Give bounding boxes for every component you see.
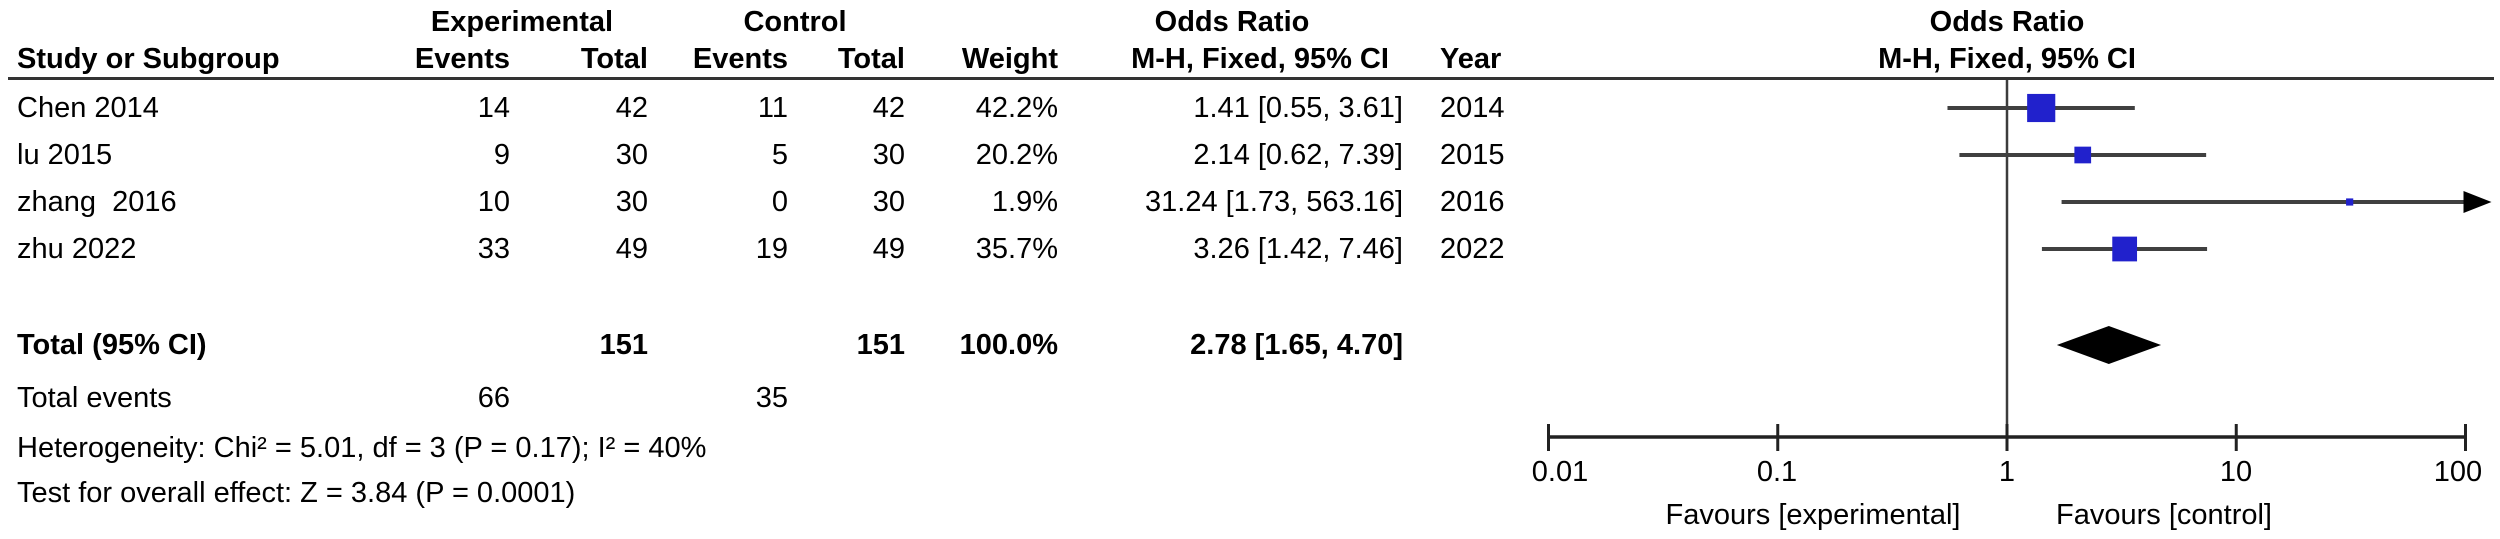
total-exp: 30 [615,139,648,171]
events-exp: 9 [493,139,510,171]
total-exp: 30 [615,186,648,218]
or-ci-value: 2.14 [0.62, 7.39] [1193,139,1403,171]
events-ctrl: 11 [757,92,788,124]
year-value: 2022 [1440,233,1505,265]
weight-value: 35.7% [975,233,1058,265]
or-ci-value: 1.41 [0.55, 3.61] [1193,92,1403,124]
total-weight: 100.0% [959,329,1058,361]
overall-effect-stat: Test for overall effect: Z = 3.84 (P = 0… [17,477,576,509]
total-label: Total (95% CI) [17,329,207,361]
or-ci-value: 3.26 [1.42, 7.46] [1193,233,1403,265]
year-value: 2015 [1440,139,1505,171]
header-odds-ratio-left: Odds Ratio [1154,6,1310,38]
study-label: zhu 2022 [17,233,137,265]
header-year: Year [1440,43,1502,75]
total-exp: 49 [615,233,648,265]
favours-control-label: Favours [control] [2056,499,2272,531]
weight-value: 42.2% [975,92,1058,124]
total-n-ctrl: 151 [856,329,905,361]
study-label: lu 2015 [17,139,113,171]
events-exp: 33 [477,233,510,265]
header-total-exp: Total [580,43,648,75]
total-ctrl: 49 [872,233,905,265]
axis-tick-label: 1 [1998,456,2016,488]
events-ctrl: 19 [755,233,788,265]
header-mh-ci-left: M-H, Fixed, 95% CI [1131,43,1389,75]
or-ci-value: 31.24 [1.73, 563.16] [1145,186,1403,218]
or-point-marker [2112,236,2138,262]
header-group-control: Control [743,6,847,38]
axis-tick-label: 0.01 [1531,456,1589,488]
total-events-ctrl: 35 [755,382,788,414]
total-or-ci: 2.78 [1.65, 4.70] [1190,329,1403,361]
header-study: Study or Subgroup [17,43,280,75]
weight-value: 1.9% [991,186,1058,218]
axis-tick-label: 0.1 [1756,456,1798,488]
study-label: zhang 2016 [17,186,177,218]
total-n-exp: 151 [599,329,648,361]
pooled-diamond [2056,326,2162,364]
axis-tick-label: 100 [2433,456,2483,488]
header-events-exp: Events [414,43,510,75]
header-events-ctrl: Events [692,43,788,75]
header-weight: Weight [961,43,1058,75]
total-events-exp: 66 [477,382,510,414]
or-point-marker [2074,146,2092,164]
events-exp: 14 [477,92,510,124]
year-value: 2014 [1440,92,1505,124]
axis-tick-label: 10 [2219,456,2253,488]
header-underline [8,77,2494,80]
year-value: 2016 [1440,186,1505,218]
events-ctrl: 5 [771,139,788,171]
events-exp: 10 [477,186,510,218]
total-ctrl: 30 [872,139,905,171]
weight-value: 20.2% [975,139,1058,171]
total-events-label: Total events [17,382,172,414]
or-point-marker [2346,198,2354,206]
ci-arrow-right [2463,191,2492,213]
total-ctrl: 42 [872,92,905,124]
header-group-experimental: Experimental [430,6,614,38]
total-ctrl: 30 [872,186,905,218]
events-ctrl: 0 [771,186,788,218]
header-mh-ci-right: M-H, Fixed, 95% CI [1878,43,2136,75]
study-label: Chen 2014 [17,92,159,124]
or-point-marker [2027,93,2056,123]
header-total-ctrl: Total [837,43,905,75]
heterogeneity-stat: Heterogeneity: Chi² = 5.01, df = 3 (P = … [17,432,707,464]
favours-experimental-label: Favours [experimental] [1665,499,1961,531]
total-exp: 42 [615,92,648,124]
header-odds-ratio-right: Odds Ratio [1929,6,2085,38]
